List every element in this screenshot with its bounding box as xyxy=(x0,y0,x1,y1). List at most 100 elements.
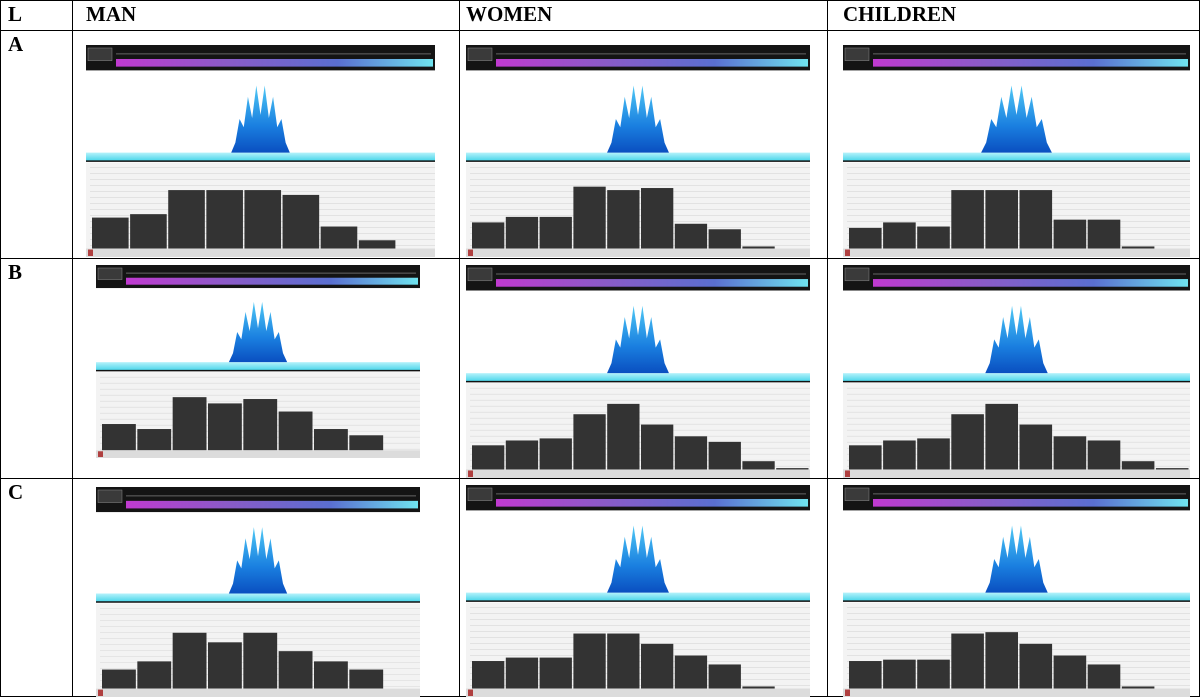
histogram-bar xyxy=(742,246,774,248)
histogram-bar xyxy=(742,461,774,469)
histogram-bar xyxy=(208,403,242,450)
histogram-bar xyxy=(1020,644,1053,689)
histogram-bar xyxy=(173,397,207,450)
status-bar xyxy=(466,689,810,697)
histogram-bar xyxy=(573,187,605,249)
screenshot xyxy=(96,265,420,458)
screenshot xyxy=(86,45,435,257)
spectrum-base xyxy=(466,593,810,601)
histogram-bar xyxy=(540,217,572,249)
status-bar xyxy=(86,249,435,257)
histogram-bar xyxy=(675,224,707,249)
status-icon xyxy=(468,690,473,696)
toolbar-badge xyxy=(468,48,492,61)
toolbar-badge xyxy=(845,48,869,61)
row-label: A xyxy=(8,32,24,56)
color-strip xyxy=(496,59,808,67)
status-bar xyxy=(466,469,810,478)
screenshot xyxy=(96,487,420,697)
histogram-bar xyxy=(1122,686,1155,688)
histogram-bar xyxy=(283,195,320,249)
histogram-bar xyxy=(1054,656,1087,689)
histogram-bar xyxy=(1122,461,1155,469)
histogram-bar xyxy=(607,404,639,470)
histogram-bar xyxy=(472,445,504,469)
status-bar xyxy=(843,469,1190,478)
histogram-bar xyxy=(985,404,1018,470)
histogram-bar xyxy=(540,438,572,469)
histogram-bar xyxy=(102,424,136,450)
spectrum-base xyxy=(466,373,810,381)
histogram-bar xyxy=(883,440,916,469)
histogram-bar xyxy=(1054,220,1087,249)
histogram-bar xyxy=(883,222,916,248)
color-strip xyxy=(873,59,1188,67)
screenshot xyxy=(466,265,810,478)
toolbar-badge xyxy=(88,48,112,61)
histogram-bar xyxy=(917,227,950,249)
header-cell: CHILDREN xyxy=(843,2,956,26)
histogram-bar xyxy=(883,660,916,689)
histogram-bar xyxy=(641,188,673,248)
toolbar-badge xyxy=(845,268,869,281)
histogram-bar xyxy=(917,660,950,689)
histogram-bar xyxy=(675,436,707,469)
histogram-bar xyxy=(742,686,774,688)
histogram-bar xyxy=(917,438,950,469)
status-icon xyxy=(88,250,93,256)
status-icon xyxy=(98,451,103,457)
toolbar xyxy=(96,487,420,512)
histogram-bar xyxy=(102,670,136,689)
page: L MAN WOMEN CHILDREN A B C (() => { cons… xyxy=(0,0,1200,697)
color-strip xyxy=(873,499,1188,507)
status-bar xyxy=(843,689,1190,697)
histogram-bar xyxy=(849,228,882,249)
row-label: C xyxy=(8,480,23,504)
spectrum-base xyxy=(86,153,435,161)
screenshot xyxy=(843,45,1190,257)
color-strip xyxy=(496,279,808,287)
toolbar-badge xyxy=(468,488,492,501)
histogram-bar xyxy=(1088,664,1121,688)
color-strip xyxy=(126,278,418,285)
screenshot xyxy=(843,265,1190,478)
header-cell: WOMEN xyxy=(466,2,552,26)
spectrum-base xyxy=(96,362,420,370)
histogram-bar xyxy=(641,425,673,470)
color-strip xyxy=(126,501,418,509)
histogram-bar xyxy=(349,435,383,450)
histogram-bar xyxy=(173,633,207,689)
spectrum-base xyxy=(843,593,1190,601)
histogram-bar xyxy=(314,661,348,688)
histogram-bar xyxy=(137,661,171,688)
status-bar xyxy=(466,249,810,257)
status-icon xyxy=(468,250,473,256)
histogram-bar xyxy=(92,218,129,249)
histogram-bar xyxy=(506,440,538,469)
histogram-bar xyxy=(506,658,538,689)
histogram-bar xyxy=(244,190,281,248)
color-strip xyxy=(873,279,1188,287)
histogram-bar xyxy=(279,651,313,688)
table: L MAN WOMEN CHILDREN A B C xyxy=(0,0,1200,697)
histogram-bar xyxy=(130,214,167,248)
histogram-bar xyxy=(573,634,605,689)
histogram-bar xyxy=(314,429,348,450)
histogram-bar xyxy=(951,190,984,248)
histogram-bar xyxy=(540,658,572,689)
spectrum-base xyxy=(96,594,420,602)
screenshot xyxy=(466,485,810,697)
status-icon xyxy=(468,470,473,477)
histogram-bar xyxy=(137,429,171,450)
histogram-bar xyxy=(1122,246,1155,248)
status-bar xyxy=(843,249,1190,257)
histogram-bar xyxy=(849,445,882,469)
status-icon xyxy=(845,470,850,477)
status-icon xyxy=(845,250,850,256)
spectrum-base xyxy=(843,153,1190,161)
header-cell: L xyxy=(8,2,22,26)
toolbar-badge xyxy=(845,488,869,501)
histogram-bar xyxy=(641,644,673,689)
histogram-bar xyxy=(849,661,882,688)
histogram-bar xyxy=(506,217,538,249)
